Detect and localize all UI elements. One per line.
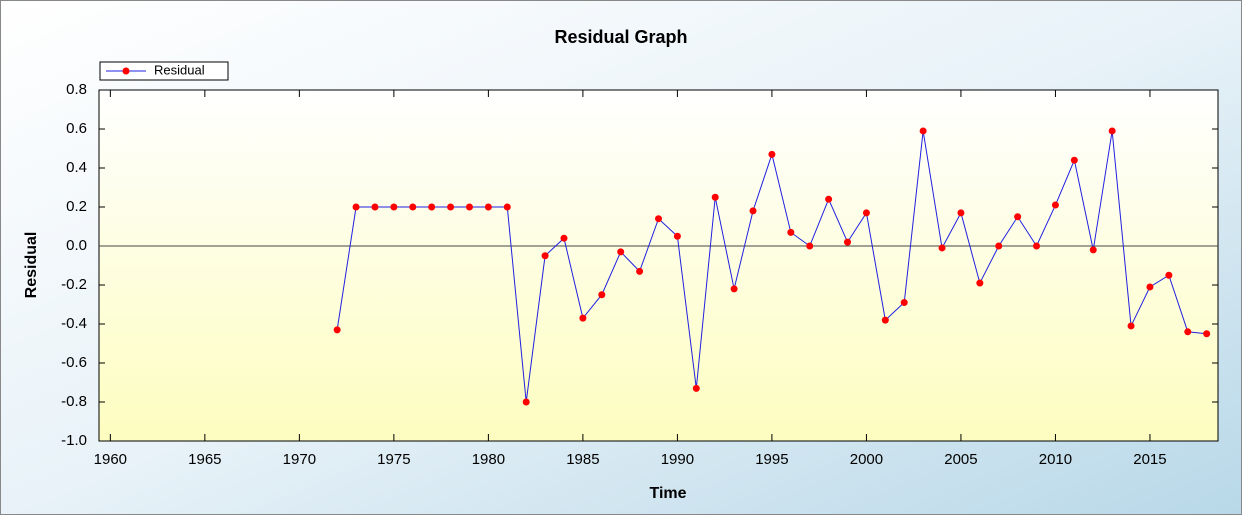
data-point: [428, 203, 436, 211]
data-point: [1146, 283, 1154, 291]
data-point: [352, 203, 360, 211]
y-tick-label: 0.2: [66, 198, 87, 215]
data-point: [465, 203, 473, 211]
data-point: [390, 203, 398, 211]
x-tick-label: 1995: [755, 451, 788, 468]
data-point: [862, 209, 870, 217]
x-tick-label: 2005: [944, 451, 977, 468]
plot-area: [98, 89, 1219, 442]
data-point: [484, 203, 492, 211]
data-point: [598, 291, 606, 299]
x-tick-label: 1990: [661, 451, 694, 468]
data-point: [522, 398, 530, 406]
x-tick-label: 1965: [188, 451, 221, 468]
data-point: [409, 203, 417, 211]
y-tick-label: 0.0: [66, 237, 87, 254]
data-point: [881, 316, 889, 324]
data-point: [1089, 246, 1097, 254]
data-point: [636, 267, 644, 275]
y-tick-label: 0.6: [66, 120, 87, 137]
chart-title: Residual Graph: [554, 27, 687, 47]
y-axis-label: Residual: [23, 232, 40, 299]
data-point: [1070, 156, 1078, 164]
y-tick-label: -1.0: [61, 432, 87, 449]
legend-label: Residual: [154, 62, 205, 77]
data-point: [692, 384, 700, 392]
x-tick-label: 2000: [850, 451, 883, 468]
y-tick-label: -0.4: [61, 315, 87, 332]
data-point: [844, 238, 852, 246]
legend-marker: [122, 67, 130, 75]
data-point: [1014, 213, 1022, 221]
data-point: [711, 193, 719, 201]
data-point: [787, 228, 795, 236]
x-tick-label: 1960: [94, 451, 127, 468]
y-tick-label: 0.8: [66, 81, 87, 98]
data-point: [1108, 127, 1116, 135]
data-point: [730, 285, 738, 293]
data-point: [579, 314, 587, 322]
data-point: [806, 242, 814, 250]
data-point: [900, 299, 908, 307]
y-tick-label: -0.2: [61, 276, 87, 293]
y-tick-label: 0.4: [66, 159, 87, 176]
data-point: [1184, 328, 1192, 336]
data-point: [1033, 242, 1041, 250]
data-point: [976, 279, 984, 287]
data-point: [957, 209, 965, 217]
data-point: [673, 232, 681, 240]
x-tick-label: 2010: [1039, 451, 1072, 468]
data-point: [541, 252, 549, 260]
x-tick-label: 2015: [1133, 451, 1166, 468]
data-point: [938, 244, 946, 252]
data-point: [1051, 201, 1059, 209]
x-tick-label: 1985: [566, 451, 599, 468]
data-point: [503, 203, 511, 211]
data-point: [749, 207, 757, 215]
legend-box: [99, 61, 229, 81]
data-point: [655, 215, 662, 223]
x-axis-label: Time: [649, 485, 686, 502]
data-point: [1165, 271, 1173, 279]
data-point: [1127, 322, 1135, 330]
y-tick-label: -0.6: [61, 354, 87, 371]
data-point: [919, 127, 927, 135]
data-point: [768, 150, 776, 158]
y-tick-label: -0.8: [61, 393, 87, 410]
data-point: [825, 195, 833, 203]
data-point: [447, 203, 455, 211]
data-point: [617, 248, 625, 256]
data-point: [333, 326, 341, 334]
data-point: [371, 203, 379, 211]
data-point: [995, 242, 1003, 250]
x-tick-label: 1970: [283, 451, 316, 468]
x-tick-label: 1980: [472, 451, 505, 468]
data-point: [560, 234, 568, 242]
x-tick-label: 1975: [377, 451, 410, 468]
data-point: [1203, 330, 1211, 338]
